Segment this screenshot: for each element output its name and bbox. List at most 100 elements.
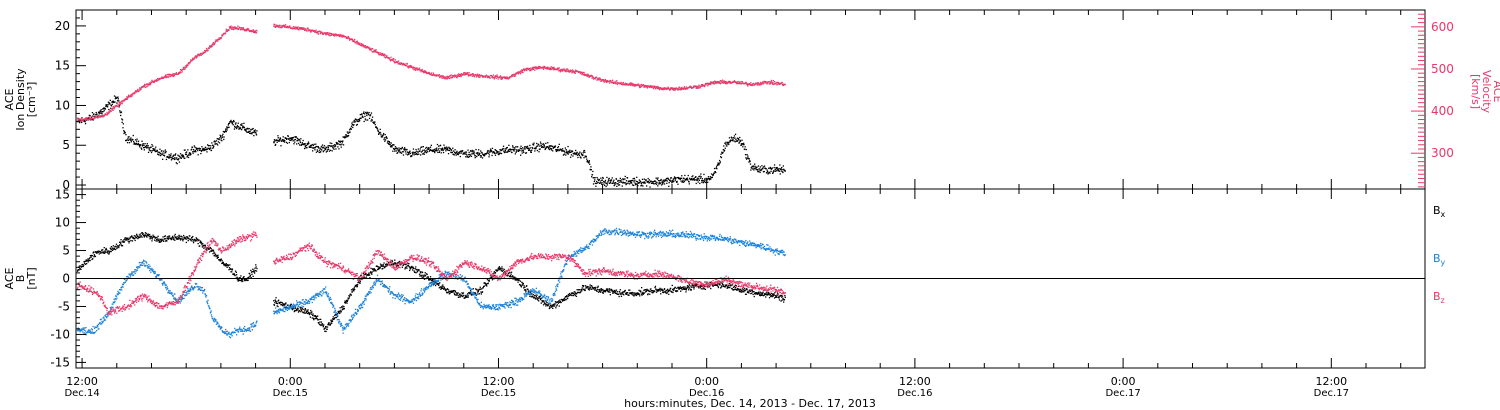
bx-point-series-point xyxy=(349,295,351,297)
velocity-point-series-point xyxy=(352,39,354,41)
ion-density-point-series-point xyxy=(254,131,256,133)
ion-density-point-series-point xyxy=(226,126,228,128)
ion-density-point-series-point xyxy=(153,148,155,150)
velocity-point-series-point xyxy=(303,28,305,30)
velocity-point-series-point xyxy=(620,81,622,84)
velocity-point-series-point xyxy=(544,66,546,68)
ion-density-point-series-point xyxy=(367,112,369,114)
ion-density-point-series-point xyxy=(732,138,734,141)
ion-density-point-series-point xyxy=(502,147,504,150)
velocity-point-series-point xyxy=(621,82,623,84)
ion-density-point-series-point xyxy=(699,182,701,185)
ion-density-point-series-point xyxy=(102,108,105,110)
ion-density-point-series-point xyxy=(371,118,373,121)
ion-density-point-series-point xyxy=(426,149,428,151)
bx-point-series-point xyxy=(562,300,564,302)
ion-density-point-series-point xyxy=(255,134,258,136)
ion-density-point-series-point xyxy=(412,148,415,150)
ion-density-point-series-point xyxy=(283,141,286,143)
ion-density-point-series-point xyxy=(544,146,546,148)
ion-density-point-series-point xyxy=(294,141,296,143)
velocity-point-series-point xyxy=(93,118,95,120)
bx-point-series-point xyxy=(455,294,457,296)
bx-point-series-point xyxy=(288,308,290,310)
bx-point-series-point xyxy=(222,262,224,264)
velocity-point-series-point xyxy=(129,95,131,97)
ion-density-point-series-point xyxy=(432,150,434,153)
bx-point-series-point xyxy=(441,287,444,289)
velocity-point-series-point xyxy=(468,74,470,76)
ion-density-point-series-point xyxy=(186,156,188,158)
velocity-point-series-point xyxy=(590,75,592,77)
ion-density-point-series-point xyxy=(779,164,781,166)
velocity-point-series-point xyxy=(496,75,498,78)
ion-density-point-series-point xyxy=(222,130,224,133)
velocity-point-series-point xyxy=(396,60,398,63)
ion-density-point-series-point xyxy=(312,150,314,152)
velocity-point-series-point xyxy=(678,88,680,90)
ion-density-point-series-point xyxy=(557,147,559,149)
velocity-point-series-point xyxy=(149,84,151,86)
bx-point-series-point xyxy=(228,264,230,266)
ion-density-point-series-point xyxy=(758,168,760,170)
ion-density-point-series-point xyxy=(727,142,729,144)
bx-point-series-point xyxy=(370,272,373,274)
ion-density-point-series-point xyxy=(313,147,316,149)
bx-point-series-point xyxy=(244,279,247,281)
velocity-point-series-point xyxy=(83,119,85,121)
ion-density-point-series-point xyxy=(213,140,216,142)
bx-point-series-point xyxy=(432,280,434,282)
ion-density-point-series-point xyxy=(562,148,564,150)
velocity-point-series-point xyxy=(520,70,522,72)
ion-density-point-series-point xyxy=(240,124,242,126)
bx-point-series-point xyxy=(418,269,420,271)
velocity-point-series-point xyxy=(195,55,197,57)
bx-point-series-point xyxy=(88,259,90,262)
velocity-point-series-point xyxy=(663,87,665,90)
velocity-point-series-point xyxy=(751,84,753,86)
bx-point-series-point xyxy=(307,309,309,311)
bx-point-series-point xyxy=(486,285,488,287)
ion-density-point-series-point xyxy=(735,138,737,141)
bx-point-series-point xyxy=(510,271,513,273)
ion-density-point-series-point xyxy=(353,119,355,122)
ion-density-point-series-point xyxy=(643,182,645,184)
ion-density-point-series-point xyxy=(563,150,566,152)
ion-density-point-series-point xyxy=(482,154,484,156)
bx-point-series-point xyxy=(373,268,376,270)
velocity-point-series-point xyxy=(583,71,585,74)
bx-point-series-point xyxy=(373,270,375,272)
velocity-point-series-point xyxy=(406,63,408,65)
velocity-point-series-point xyxy=(370,48,372,50)
bx-point-series-point xyxy=(577,291,579,293)
velocity-point-series-point xyxy=(340,34,342,36)
bx-point-series-point xyxy=(540,297,542,300)
bx-point-series-point xyxy=(604,290,606,292)
velocity-point-series-point xyxy=(444,76,446,78)
ion-density-point-series-point xyxy=(352,121,354,123)
velocity-point-series-point xyxy=(292,27,294,29)
ion-density-point-series-point xyxy=(434,148,436,150)
velocity-point-series-point xyxy=(342,34,344,36)
ion-density-point-series-point xyxy=(325,148,327,151)
bx-point-series-point xyxy=(370,271,372,273)
ion-density-point-series-point xyxy=(402,154,405,156)
velocity-point-series-point xyxy=(579,71,581,73)
bx-point-series-point xyxy=(284,304,286,306)
ion-density-point-series-point xyxy=(663,183,666,185)
velocity-point-series-point xyxy=(567,68,569,70)
bx-point-series-point xyxy=(494,274,496,277)
velocity-point-series-point xyxy=(202,51,204,53)
bx-point-series-point xyxy=(392,263,394,265)
ion-density-point-series-point xyxy=(388,141,390,143)
velocity-point-series-point xyxy=(712,82,714,84)
ion-density-point-series-point xyxy=(476,153,479,155)
bx-point-series-point xyxy=(367,274,369,276)
bx-point-series-point xyxy=(363,274,366,276)
bx-point-series-point xyxy=(310,313,313,315)
ion-density-point-series-point xyxy=(672,181,674,183)
ion-density-point-series-point xyxy=(528,148,530,150)
bx-point-series-point xyxy=(184,237,186,239)
velocity-point-series-point xyxy=(156,80,158,82)
ion-density-point-series-point xyxy=(285,137,287,139)
